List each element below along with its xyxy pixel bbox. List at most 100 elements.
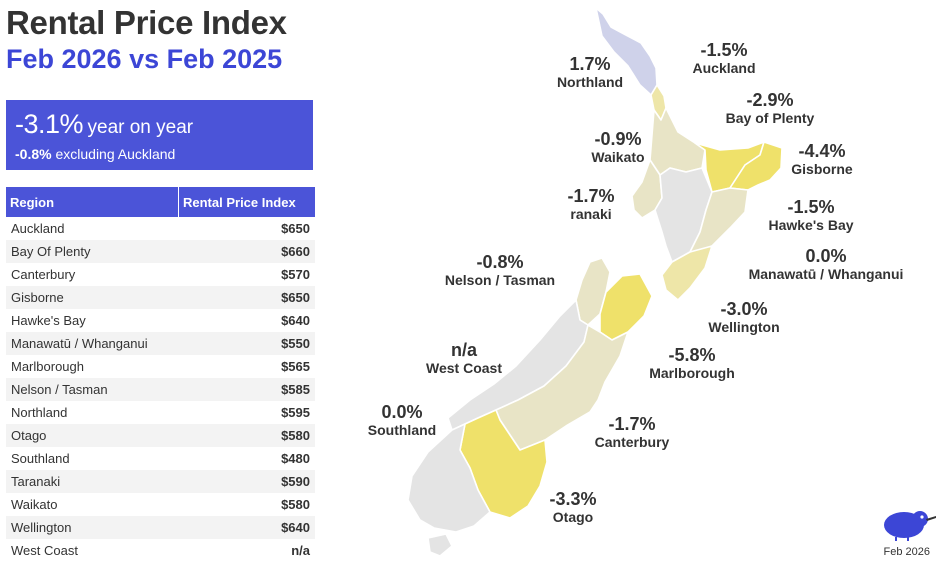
region-cell: Manawatū / Whanganui: [6, 332, 179, 355]
region-marlborough[interactable]: [599, 273, 653, 341]
column-header-region[interactable]: Region: [6, 187, 179, 217]
map-label: 1.7% Northland: [557, 54, 623, 90]
map-label-value: -0.8%: [476, 252, 524, 272]
map-label-value: 1.7%: [569, 54, 611, 74]
map-label: -2.9% Bay of Plenty: [726, 90, 815, 126]
map-label-region: Southland: [367, 422, 437, 438]
table-row[interactable]: Otago $580: [6, 424, 315, 447]
map-label-region: Auckland: [692, 60, 756, 76]
kpi-label: year on year: [87, 117, 194, 138]
index-value-cell: $585: [178, 378, 315, 401]
map-label-value: -3.0%: [720, 299, 768, 319]
region-cell: West Coast: [11, 543, 78, 558]
map-label-region: Wellington: [708, 319, 780, 335]
region-cell: Gisborne: [6, 286, 179, 309]
table-row[interactable]: West Coast n/a: [6, 539, 315, 562]
index-value-cell: n/a: [291, 543, 310, 558]
map-label-region: Waikato: [591, 149, 645, 165]
region-cell: Otago: [6, 424, 179, 447]
rental-index-table: Region Rental Price Index Auckland $650 Ba…: [6, 187, 315, 562]
map-label-region: Otago: [552, 509, 594, 525]
page-title: Rental Price Index: [6, 4, 287, 41]
index-value-cell: $595: [281, 405, 310, 420]
table-row[interactable]: Gisborne $650: [6, 286, 315, 309]
region-cell: Auckland: [11, 221, 65, 236]
table-row[interactable]: Wellington $640: [6, 516, 315, 539]
column-header-index[interactable]: Rental Price Index: [178, 187, 315, 217]
map-label-value: -1.7%: [567, 186, 615, 206]
map-label-value: -5.8%: [668, 345, 716, 365]
map-label: -1.7% ranaki: [567, 186, 614, 222]
page-subtitle: Feb 2026 vs Feb 2025: [6, 44, 283, 74]
map-label-value: -2.9%: [746, 90, 794, 110]
map-label: -0.8% Nelson / Tasman: [445, 252, 555, 288]
table-header-row: Region Rental Price Index: [6, 187, 315, 217]
map-label: n/a West Coast: [426, 340, 502, 376]
table-row[interactable]: Nelson / Tasman $585: [6, 378, 315, 401]
table-row[interactable]: Hawke's Bay $640: [6, 309, 315, 332]
index-value-cell: $580: [178, 424, 315, 447]
map-label: -3.0% Wellington: [708, 299, 779, 335]
map-label-region: Gisborne: [791, 161, 853, 177]
region-wellington[interactable]: [661, 245, 713, 301]
nz-region-map: [407, 7, 783, 557]
map-label-value: n/a: [450, 340, 478, 360]
index-value-cell: $590: [178, 470, 315, 493]
kpi-sub: -0.8% excluding Auckland: [15, 146, 175, 162]
map-label: 0.0% Manawatū / Whanganui: [749, 246, 904, 282]
kpi-sub-value: -0.8%: [15, 146, 52, 162]
footer-date: Feb 2026: [883, 546, 930, 558]
region-waikato[interactable]: [649, 107, 706, 176]
map-label-value: -1.7%: [608, 414, 656, 434]
table-row[interactable]: Southland $480: [6, 447, 315, 470]
map-label-region: Bay of Plenty: [725, 110, 815, 126]
map-label-region: Northland: [556, 74, 624, 90]
table-row[interactable]: Waikato $580: [6, 493, 315, 516]
region-cell: Southland: [11, 451, 70, 466]
region-southland[interactable]: [407, 423, 491, 533]
map-label-value: -1.5%: [700, 40, 748, 60]
index-value-cell: $640: [178, 516, 315, 539]
kiwi-bird-icon: [884, 511, 936, 541]
kpi-value: -3.1%: [15, 109, 84, 139]
map-label-value: -4.4%: [798, 141, 846, 161]
index-value-cell: $550: [178, 332, 315, 355]
map-label: -1.5% Hawke's Bay: [768, 197, 853, 233]
map-label-value: 0.0%: [381, 402, 423, 422]
map-label: -3.3% Otago: [549, 489, 596, 525]
table-row[interactable]: Marlborough $565: [6, 355, 315, 378]
kpi-card: -3.1% year on year -0.8% excluding Auckl…: [6, 100, 313, 170]
map-label: -1.7% Canterbury: [595, 414, 670, 450]
region-gisborne[interactable]: [729, 141, 783, 191]
table-row[interactable]: Auckland $650: [6, 217, 315, 240]
index-value-cell: $480: [281, 451, 310, 466]
table-row[interactable]: Taranaki $590: [6, 470, 315, 493]
map-label: -0.9% Waikato: [591, 129, 644, 165]
index-value-cell: $640: [281, 313, 310, 328]
map-label: -1.5% Auckland: [692, 40, 755, 76]
region-northland[interactable]: [595, 7, 658, 96]
index-value-cell: $570: [281, 267, 310, 282]
kpi-sub-label: excluding Auckland: [55, 146, 176, 162]
region-cell: Bay Of Plenty: [6, 240, 179, 263]
index-value-cell: $650: [281, 221, 310, 236]
map-label-region: Canterbury: [594, 434, 670, 450]
region-cell: Nelson / Tasman: [6, 378, 179, 401]
index-value-cell: $660: [178, 240, 315, 263]
table-row[interactable]: Northland $595: [6, 401, 315, 424]
stewart-island: [427, 533, 453, 557]
region-cell: Waikato: [11, 497, 58, 512]
region-canterbury[interactable]: [495, 324, 629, 451]
map-label: 0.0% Southland: [368, 402, 436, 438]
table-row[interactable]: Manawatū / Whanganui $550: [6, 332, 315, 355]
table-row[interactable]: Canterbury $570: [6, 263, 315, 286]
map-label-region: West Coast: [426, 360, 502, 376]
kpi-main: -3.1% year on year: [15, 109, 193, 140]
table-row[interactable]: Bay Of Plenty $660: [6, 240, 315, 263]
region-cell: Wellington: [6, 516, 179, 539]
map-label-value: -0.9%: [594, 129, 642, 149]
region-cell: Canterbury: [11, 267, 76, 282]
index-value-cell: $580: [281, 497, 310, 512]
map-label-region: Marlborough: [649, 365, 735, 381]
index-value-cell: $650: [178, 286, 315, 309]
